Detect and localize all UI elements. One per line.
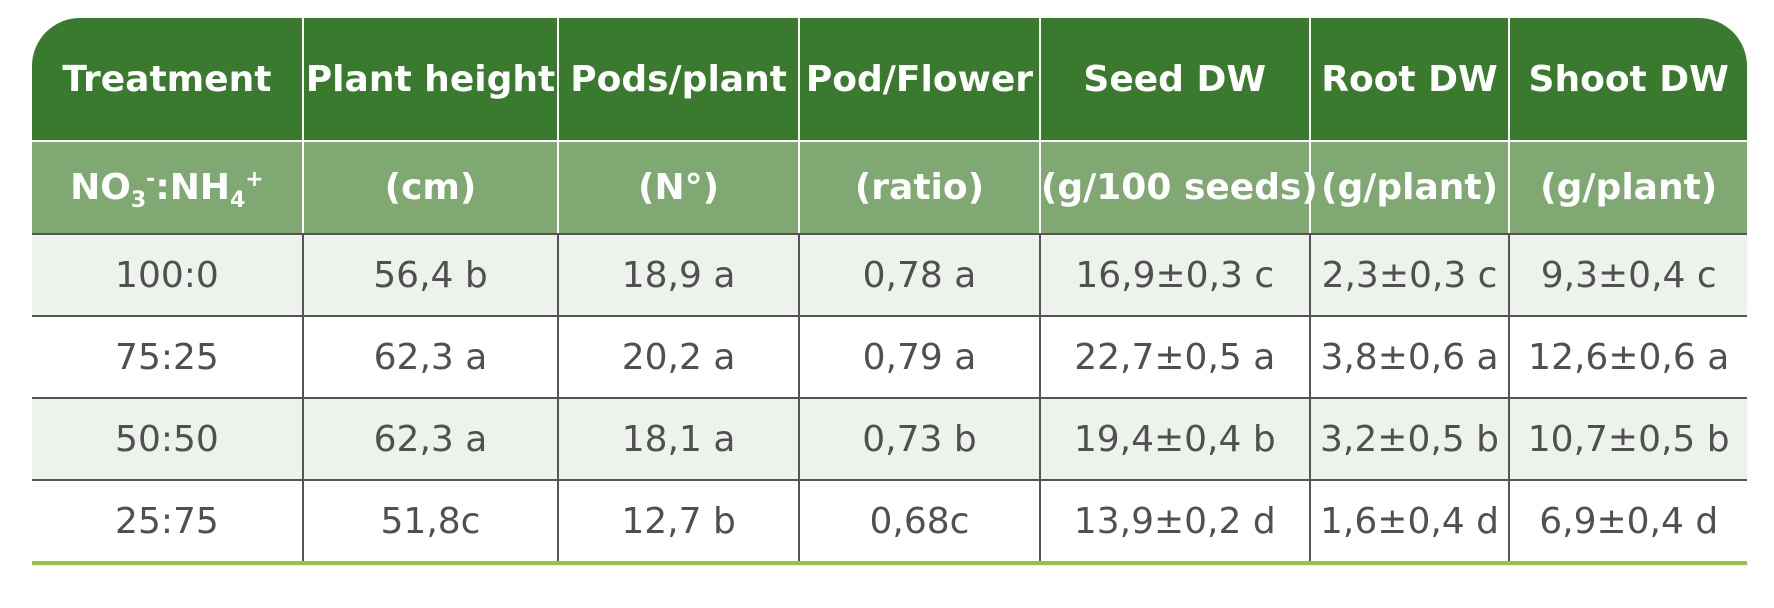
cell-pods-plant: 18,1 a xyxy=(558,398,801,481)
cell-pods-plant: 18,9 a xyxy=(558,234,801,317)
header-treatment: Treatment xyxy=(32,18,304,142)
header-shoot-dw: Shoot DW xyxy=(1509,18,1747,142)
cell-plant-height: 62,3 a xyxy=(302,398,560,481)
unit-treatment-ratio: NO3-:NH4+ xyxy=(32,141,304,235)
cell-pod-flower: 0,79 a xyxy=(799,316,1041,399)
cell-seed-dw: 19,4±0,4 b xyxy=(1039,398,1311,481)
cell-seed-dw: 22,7±0,5 a xyxy=(1039,316,1311,399)
cell-pods-plant: 12,7 b xyxy=(558,480,801,565)
table-row: 50:50 62,3 a 18,1 a 0,73 b 19,4±0,4 b 3,… xyxy=(32,398,1747,481)
header-plant-height: Plant height xyxy=(302,18,560,142)
cell-plant-height: 56,4 b xyxy=(302,234,560,317)
table-row: 75:25 62,3 a 20,2 a 0,79 a 22,7±0,5 a 3,… xyxy=(32,316,1747,399)
unit-plant-height: (cm) xyxy=(302,141,560,235)
cell-plant-height: 51,8c xyxy=(302,480,560,565)
header-seed-dw: Seed DW xyxy=(1039,18,1311,142)
cell-pod-flower: 0,78 a xyxy=(799,234,1041,317)
header-pod-flower: Pod/Flower xyxy=(799,18,1041,142)
cell-plant-height: 62,3 a xyxy=(302,316,560,399)
unit-seed-dw: (g/100 seeds) xyxy=(1039,141,1318,235)
unit-pod-flower: (ratio) xyxy=(799,141,1041,235)
cell-root-dw: 3,2±0,5 b xyxy=(1309,398,1511,481)
table-row: 100:0 56,4 b 18,9 a 0,78 a 16,9±0,3 c 2,… xyxy=(32,234,1747,317)
unit-shoot-dw: (g/plant) xyxy=(1509,141,1747,235)
cell-shoot-dw: 9,3±0,4 c xyxy=(1509,234,1747,317)
cell-root-dw: 1,6±0,4 d xyxy=(1309,480,1511,565)
cell-root-dw: 3,8±0,6 a xyxy=(1309,316,1511,399)
cell-seed-dw: 13,9±0,2 d xyxy=(1039,480,1311,565)
cell-root-dw: 2,3±0,3 c xyxy=(1309,234,1511,317)
unit-root-dw: (g/plant) xyxy=(1309,141,1511,235)
data-table-container: Treatment Plant height Pods/plant Pod/Fl… xyxy=(32,18,1747,565)
header-row: Treatment Plant height Pods/plant Pod/Fl… xyxy=(32,18,1747,142)
cell-shoot-dw: 12,6±0,6 a xyxy=(1509,316,1747,399)
cell-treatment: 75:25 xyxy=(32,316,304,399)
cell-shoot-dw: 10,7±0,5 b xyxy=(1509,398,1747,481)
cell-pod-flower: 0,68c xyxy=(799,480,1041,565)
units-row: NO3-:NH4+ (cm) (N°) (ratio) (g/100 seeds… xyxy=(32,141,1747,235)
cell-seed-dw: 16,9±0,3 c xyxy=(1039,234,1311,317)
table-row: 25:75 51,8c 12,7 b 0,68c 13,9±0,2 d 1,6±… xyxy=(32,480,1747,565)
cell-pods-plant: 20,2 a xyxy=(558,316,801,399)
cell-treatment: 100:0 xyxy=(32,234,304,317)
cell-pod-flower: 0,73 b xyxy=(799,398,1041,481)
data-table: Treatment Plant height Pods/plant Pod/Fl… xyxy=(32,18,1747,565)
cell-treatment: 50:50 xyxy=(32,398,304,481)
cell-shoot-dw: 6,9±0,4 d xyxy=(1509,480,1747,565)
unit-pods-plant: (N°) xyxy=(558,141,801,235)
cell-treatment: 25:75 xyxy=(32,480,304,565)
header-root-dw: Root DW xyxy=(1309,18,1511,142)
header-pods-plant: Pods/plant xyxy=(558,18,801,142)
